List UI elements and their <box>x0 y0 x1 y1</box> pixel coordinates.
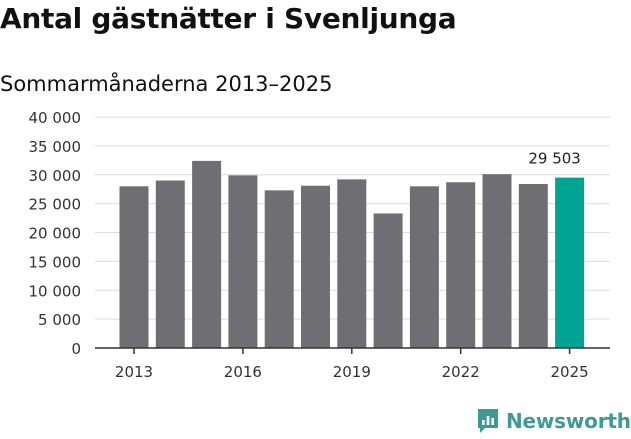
brand-logo: Newsworthy <box>476 408 631 434</box>
x-tick-label: 2016 <box>224 363 262 381</box>
bar-2023 <box>482 174 512 348</box>
y-tick-label: 25 000 <box>29 196 82 214</box>
bar-2025 <box>555 177 585 348</box>
bar-2021 <box>409 186 439 348</box>
newsworthy-logo-icon <box>478 409 498 433</box>
y-tick-label: 35 000 <box>29 138 82 156</box>
bar-2014 <box>155 180 185 348</box>
y-tick-label: 30 000 <box>29 167 82 185</box>
y-tick-label: 40 000 <box>29 109 82 127</box>
bar-2024 <box>518 183 548 348</box>
chart-subtitle: Sommarmånaderna 2013–2025 <box>0 72 333 96</box>
bar-2015 <box>192 160 222 348</box>
brand-name: Newsworthy <box>506 409 631 433</box>
x-tick-label: 2019 <box>333 363 371 381</box>
bar-2013 <box>119 186 149 348</box>
x-tick-label: 2013 <box>115 363 153 381</box>
chart-title: Antal gästnätter i Svenljunga <box>0 2 457 35</box>
x-tick-label: 2025 <box>551 363 589 381</box>
data-label: 29 503 <box>528 150 581 168</box>
data-labels: 29 503 <box>528 150 581 168</box>
y-tick-label: 5 000 <box>38 311 81 329</box>
bar-2016 <box>228 175 258 348</box>
y-tick-label: 0 <box>71 340 81 358</box>
y-tick-label: 10 000 <box>29 282 82 300</box>
y-tick-label: 20 000 <box>29 225 82 243</box>
bars <box>119 160 585 348</box>
bar-chart: 0 5 000 10 000 15 000 20 000 25 000 30 000 35 0… <box>29 109 610 381</box>
bar-2019 <box>337 179 367 348</box>
bar-2017 <box>264 190 294 348</box>
y-tick-label: 15 000 <box>29 253 82 271</box>
x-axis: 2013 2016 2019 2022 2025 <box>95 347 610 381</box>
x-tick-label: 2022 <box>442 363 480 381</box>
bar-2022 <box>446 182 476 348</box>
bar-2020 <box>373 213 403 348</box>
bar-2018 <box>301 185 330 348</box>
y-axis-labels: 0 5 000 10 000 15 000 20 000 25 000 30 000 35 0… <box>29 109 82 358</box>
